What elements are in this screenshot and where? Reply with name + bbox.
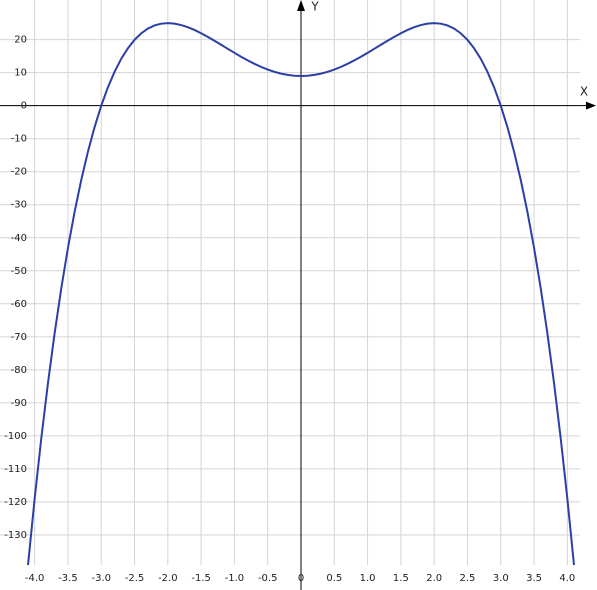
x-axis-label: X	[580, 85, 588, 99]
y-tick-label: -40	[11, 233, 27, 244]
y-tick-label: -100	[4, 431, 27, 442]
y-tick-label: -20	[11, 167, 27, 178]
x-tick-label: -1.0	[225, 573, 245, 584]
y-tick-label: 0	[21, 101, 27, 112]
y-tick-label: -80	[11, 365, 27, 376]
x-tick-label: -3.0	[91, 573, 111, 584]
x-tick-label: 2.0	[426, 573, 442, 584]
x-tick-label: 4.0	[559, 573, 575, 584]
y-tick-label: -120	[4, 497, 27, 508]
curve	[27, 22, 575, 566]
y-tick-label: -90	[11, 398, 27, 409]
y-tick-label: -10	[11, 134, 27, 145]
x-tick-label: 1.0	[360, 573, 376, 584]
x-tick-label: 0.5	[326, 573, 342, 584]
y-tick-label: 10	[14, 68, 27, 79]
y-tick-label: -60	[11, 299, 27, 310]
y-tick-label: -30	[11, 200, 27, 211]
x-tick-label: -4.0	[25, 573, 45, 584]
y-tick-label: -70	[11, 332, 27, 343]
x-tick-label: 3.5	[526, 573, 542, 584]
x-tick-label: -2.5	[125, 573, 145, 584]
x-tick-label: 0	[298, 573, 304, 584]
x-axis-arrow	[586, 101, 596, 110]
x-tick-label: 1.5	[393, 573, 409, 584]
y-axis-arrow	[297, 0, 305, 11]
y-axis-label: Y	[310, 0, 319, 14]
x-tick-label: 3.0	[493, 573, 509, 584]
y-tick-label: -110	[4, 464, 27, 475]
x-tick-label: -1.5	[191, 573, 211, 584]
y-tick-label: 20	[14, 35, 27, 46]
x-tick-label: -3.5	[58, 573, 78, 584]
x-tick-label: 2.5	[460, 573, 476, 584]
y-tick-label: -130	[4, 530, 27, 541]
x-tick-label: -0.5	[258, 573, 278, 584]
x-tick-label: -2.0	[158, 573, 178, 584]
y-tick-label: -50	[11, 266, 27, 277]
